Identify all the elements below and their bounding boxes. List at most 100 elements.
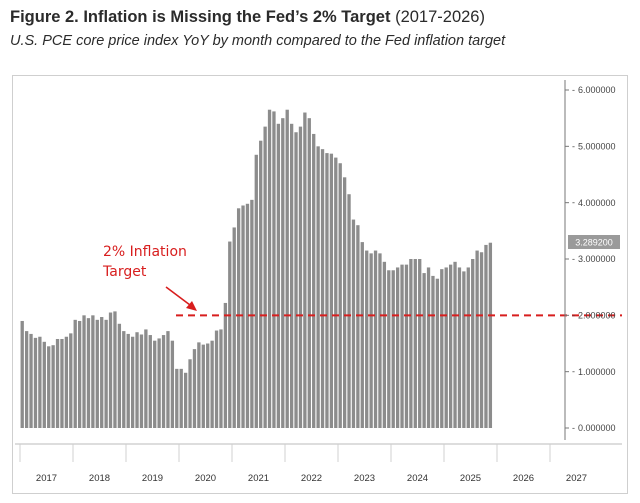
x-tick-label: 2021 [248,473,269,484]
bar [431,275,435,428]
x-tick-label: 2024 [407,473,428,484]
bar [73,319,77,428]
bar [373,250,378,428]
bar [148,335,152,428]
chart-frame [12,75,628,494]
bar [378,253,382,428]
bar [307,118,311,429]
bar [453,261,457,428]
bar [51,345,55,428]
bar [466,267,470,428]
bar-series [20,109,493,429]
bar [484,244,488,428]
bar [289,123,294,429]
y-tick-label: 5.000000 [578,142,616,152]
bar [60,338,64,428]
bar [448,264,453,428]
bar [334,157,338,428]
y-tick-marker: - [572,254,575,264]
bar [272,111,276,428]
bar [316,146,320,428]
bar [422,273,426,428]
bar [400,264,404,428]
bar [91,315,95,428]
bar [418,259,422,428]
chart-subtitle: U.S. PCE core price index YoY by month c… [10,33,506,49]
bar [236,208,241,428]
bar [29,333,33,428]
bar [435,278,440,428]
bar [188,359,192,428]
bar [325,153,329,428]
y-tick-label: 2.000000 [578,311,616,321]
chart-title: Figure 2. Inflation is Missing the Fed’s… [10,8,630,27]
bar [263,126,267,429]
bar [440,269,444,428]
y-axis: -0.000000- 1.000000- 2.000000- 3.000000- 4.0… [564,80,616,440]
last-value-badge: 3.289200 [568,235,620,249]
y-tick-label: 0.000000 [578,423,616,433]
bar [254,154,258,428]
bar [356,225,360,428]
last-value-box [568,235,620,249]
annotation-line-2: Target [102,264,147,280]
bar [395,267,400,428]
bar [259,140,263,428]
bar [276,123,281,429]
bar [312,133,316,428]
x-tick-label: 2026 [513,473,534,484]
bar [130,336,135,428]
bar [161,335,166,428]
bar [347,194,351,428]
bar [391,270,395,428]
bar [214,330,219,428]
bar [320,149,325,428]
y-tick-marker: - [572,423,575,433]
bar [166,331,170,428]
y-tick-marker: - [572,310,575,320]
bar [342,177,347,428]
bar [219,329,223,428]
x-tick-label: 2019 [142,473,163,484]
bar [20,320,24,428]
bar [382,261,387,428]
bar [144,329,148,428]
bar [104,319,108,428]
bar [294,132,298,428]
bar [444,267,448,428]
bar [426,267,431,428]
y-tick-marker: - [572,198,575,208]
bar [64,336,69,428]
bar [24,331,29,428]
bar [360,242,364,428]
bar [281,118,285,429]
bar [365,250,369,428]
last-value-label: 3.289200 [575,238,613,248]
bar [457,267,462,428]
bar [113,311,117,428]
x-tick-label: 2017 [36,473,57,484]
bar [175,368,179,428]
bar [77,320,82,428]
x-axis: 2017 2018 2019 2020 2021 2022 2023 2024 2025 2026… [15,443,622,484]
bar [100,317,104,428]
bar [250,199,254,428]
bar [82,315,86,428]
x-tick-label: 2025 [460,473,481,484]
bar [369,253,373,428]
annotation-line-1: 2% Inflation [103,244,187,260]
x-tick-label: 2018 [89,473,110,484]
bar [108,312,113,428]
y-tick-marker: - [572,85,575,95]
bar [303,112,307,428]
x-tick-label: 2023 [354,473,375,484]
bar [351,219,356,428]
target-annotation: 2% Inflation Target [102,244,197,311]
y-tick-label: 6.000000 [578,85,616,95]
bar [479,252,484,428]
bar [153,340,157,428]
bar [206,343,210,428]
bar [139,334,144,428]
bar [298,126,303,429]
